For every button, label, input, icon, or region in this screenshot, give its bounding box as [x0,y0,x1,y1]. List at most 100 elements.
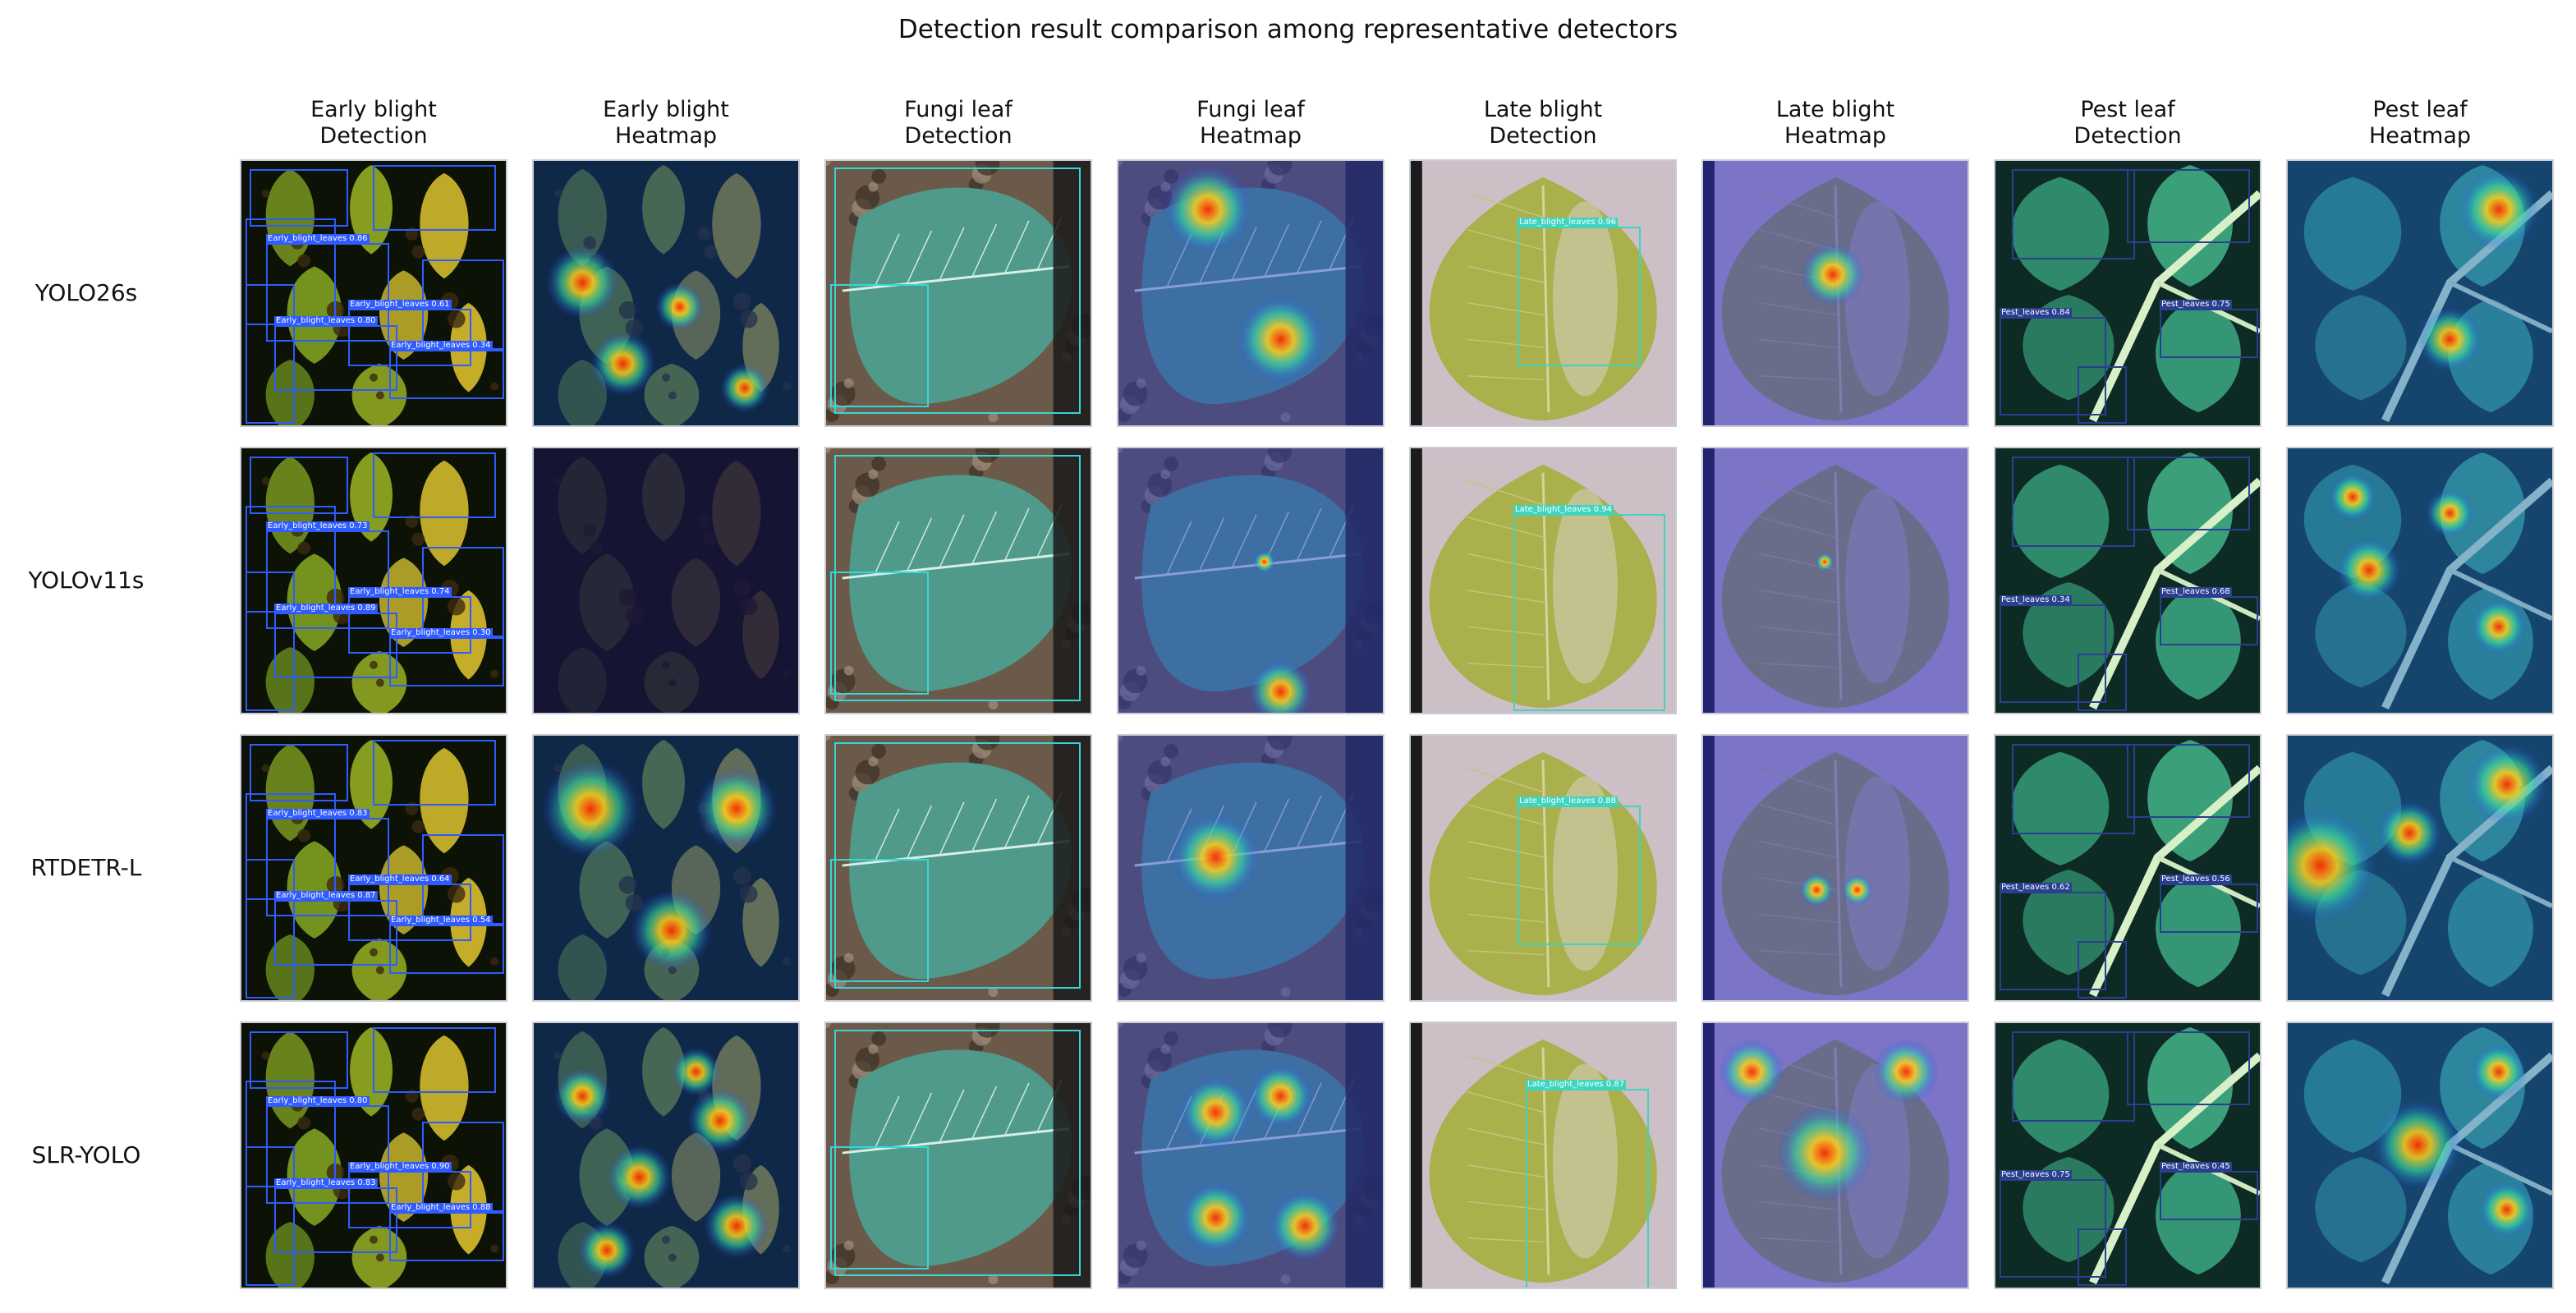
detection-box [274,900,397,966]
column-header-line2: Heatmap [1784,123,1887,149]
detection-box [2012,169,2135,259]
column-header-line2: Detection [1489,123,1597,149]
detection-label: Early_blight_leaves 0.54 [389,916,493,925]
detection-label: Early_blight_leaves 0.87 [274,891,378,900]
detection-image [1411,1023,1675,1288]
detection-box [834,1030,1081,1276]
detection-box [274,325,397,391]
image-panel-fungi-det [824,447,1092,714]
image-panel-early-det: Early_blight_leaves 0.80 Early_blight_lea… [240,1021,507,1289]
detection-box [250,1031,348,1089]
detection-image [826,161,1091,425]
detection-box [2127,457,2250,530]
heatmap-image [1118,736,1383,1000]
image-panel-pest-det: Pest_leaves 0.62 Pest_leaves 0.56 [1994,734,2261,1002]
heatmap-image [1118,161,1383,425]
column-header-line2: Heatmap [2368,123,2472,149]
image-panel-early-heat [532,1021,800,1289]
image-panel-fungi-heat [1117,734,1384,1002]
detection-box [246,859,295,999]
detection-box [250,169,348,227]
detection-box [2160,884,2258,933]
detection-box [2160,1171,2258,1220]
detection-image [1411,736,1675,1000]
detection-box [2000,892,2106,990]
detection-box [348,1171,471,1228]
detection-box [2160,309,2258,358]
heatmap-image [2288,1023,2552,1288]
heatmap-image [1703,161,1968,425]
detection-label: Early_blight_leaves 0.30 [389,628,493,637]
image-panel-fungi-det [824,159,1092,427]
detection-image [1411,448,1675,713]
detection-box [250,457,348,514]
row-label: YOLO26s [34,279,138,306]
row-label: SLR-YOLO [31,1141,141,1168]
heatmap-image [1703,736,1968,1000]
detection-image [826,1023,1091,1288]
detection-label: Late_blight_leaves 0.87 [1526,1080,1627,1089]
figure-title: Detection result comparison among repres… [898,15,1678,44]
detection-box [830,859,929,982]
image-panel-early-heat [532,734,800,1002]
image-panel-pest-heat [2286,159,2554,427]
detection-image [241,1023,506,1288]
detection-label: Early_blight_leaves 0.34 [389,341,493,350]
detection-label: Early_blight_leaves 0.83 [274,1178,378,1187]
detection-box [2000,1179,2106,1278]
heatmap-image [1118,1023,1383,1288]
detection-label: Pest_leaves 0.68 [2160,587,2232,596]
detection-box [389,637,504,686]
image-panel-late-heat [1701,1021,1969,1289]
detection-box [2078,366,2127,424]
column-header-line1: Early blight [603,97,729,122]
detection-box [2127,1031,2250,1105]
detection-box [246,1146,295,1286]
detection-box [1526,1089,1649,1288]
image-panel-fungi-heat [1117,159,1384,427]
image-panel-late-heat [1701,447,1969,714]
detection-box [2012,457,2135,547]
image-panel-pest-det: Pest_leaves 0.34 Pest_leaves 0.68 [1994,447,2261,714]
detection-label: Pest_leaves 0.75 [2160,300,2232,309]
heatmap-image [2288,161,2552,425]
column-header-line2: Heatmap [1199,123,1302,149]
image-panel-late-det: Late_blight_leaves 0.94 [1409,447,1677,714]
image-panel-early-heat [532,159,800,427]
detection-box [830,1146,929,1269]
detection-box [830,572,929,695]
detection-label: Late_blight_leaves 0.94 [1513,505,1614,514]
detection-box [2012,1031,2135,1122]
image-panel-late-det: Late_blight_leaves 0.87 [1409,1021,1677,1289]
heatmap-image [1703,448,1968,713]
detection-box [2127,744,2250,818]
detection-box [373,165,496,231]
detection-label: Late_blight_leaves 0.96 [1518,218,1619,227]
row-label: YOLOv11s [28,567,145,594]
detection-box [2000,604,2106,703]
detection-label: Pest_leaves 0.34 [2000,595,2072,604]
detection-label: Early_blight_leaves 0.73 [266,521,370,530]
detection-label: Early_blight_leaves 0.83 [266,809,370,818]
detection-box [834,455,1081,701]
image-panel-fungi-heat [1117,447,1384,714]
detection-box [830,284,929,407]
column-header-line1: Late blight [1483,97,1603,122]
column-header: Early blight Detection [238,97,509,149]
detection-label: Pest_leaves 0.45 [2160,1162,2232,1171]
detection-label: Late_blight_leaves 0.88 [1518,797,1619,806]
detection-box [246,572,295,711]
row-label: RTDETR-L [30,854,142,881]
detection-box [2012,744,2135,834]
heatmap-image [534,448,798,713]
column-header-line1: Pest leaf [2080,97,2175,122]
heatmap-image [1703,1023,1968,1288]
detection-box [266,1105,389,1204]
column-header: Early blight Heatmap [530,97,801,149]
detection-box [373,740,496,806]
detection-label: Pest_leaves 0.75 [2000,1170,2072,1179]
column-header: Pest leaf Detection [1992,97,2263,149]
detection-box [834,168,1081,414]
detection-label: Early_blight_leaves 0.90 [348,1162,452,1171]
image-panel-early-det: Early_blight_leaves 0.83 Early_blight_lea… [240,734,507,1002]
